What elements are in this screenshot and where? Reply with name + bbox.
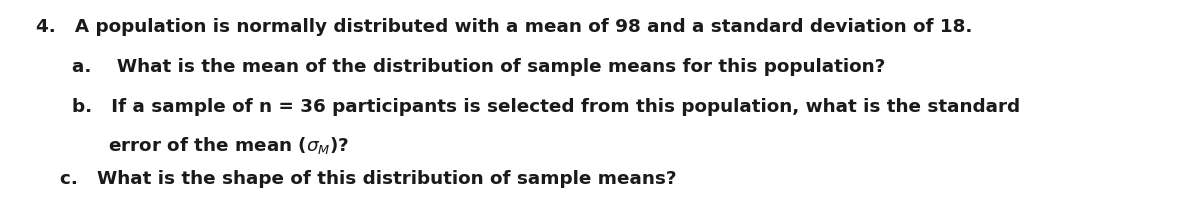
- Text: c.   What is the shape of this distribution of sample means?: c. What is the shape of this distributio…: [60, 170, 677, 188]
- Text: b.   If a sample of n = 36 participants is selected from this population, what i: b. If a sample of n = 36 participants is…: [72, 98, 1020, 116]
- Text: 4.   A population is normally distributed with a mean of 98 and a standard devia: 4. A population is normally distributed …: [36, 18, 972, 36]
- Text: a.    What is the mean of the distribution of sample means for this population?: a. What is the mean of the distribution …: [72, 58, 886, 76]
- Text: error of the mean ($\mathit{\sigma}_M$)?: error of the mean ($\mathit{\sigma}_M$)?: [108, 135, 349, 156]
